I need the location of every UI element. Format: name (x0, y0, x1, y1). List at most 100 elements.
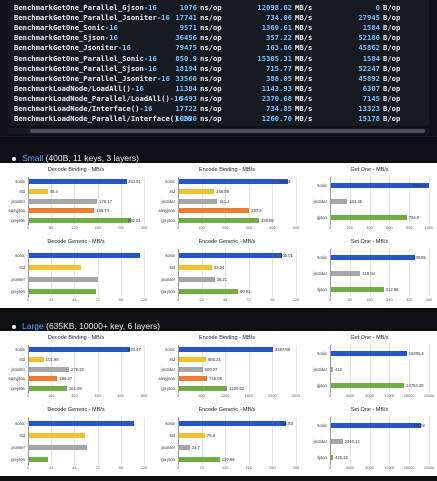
horizontal-scrollbar[interactable] (8, 128, 429, 134)
category-label: jsoniter (11, 276, 26, 282)
x-tick-label: 60 (49, 226, 54, 230)
category-label: go-json (161, 217, 175, 223)
ns-per-op-value: 18194 (175, 63, 197, 73)
benchmark-name: BenchmarkGetOne_Parallel_Jsoniter (14, 73, 157, 83)
category-label: std (169, 188, 175, 194)
terminal-line: BenchmarkGetOne_Parallel_Gjson-16 (14, 3, 157, 12)
x-tick-label: 0 (26, 394, 30, 398)
bar-value-label: 2340.12 (344, 438, 360, 444)
x-tick-label: 320 (71, 394, 78, 398)
x-tick-label: 240 (117, 226, 124, 230)
grid-line (97, 417, 99, 465)
mb-per-s-value: 1260.70 (261, 114, 292, 124)
bar-go-json (179, 456, 220, 462)
benchmark-name: BenchmarkGetOne_Sonic (14, 23, 105, 33)
x-tick-label: 0 (26, 298, 30, 302)
grid-line (369, 417, 371, 465)
terminal-line: BenchmarkLoadNode_Parallel/Interface()-1… (14, 114, 191, 123)
mb-per-s-value: 715.77 (266, 63, 292, 73)
small-section-heading: Small (400B, 11 keys, 3 layers) (12, 153, 139, 163)
x-tick-label: 72 (246, 298, 251, 302)
grid-line (144, 417, 145, 465)
category-label: sonic (165, 252, 175, 258)
x-tick-label: 0 (176, 394, 180, 398)
bytes-per-op-unit: B/op (383, 43, 401, 53)
grid-line (201, 417, 203, 465)
category-label: go-json (11, 288, 25, 294)
bar-jsoniter (179, 444, 190, 450)
bytes-per-op-unit: B/op (383, 3, 401, 12)
bar-value-label: 118.94 (362, 270, 375, 276)
ns-per-op-value: 36456 (175, 33, 197, 43)
terminal-line: BenchmarkLoadNode/LoadAll()-16 (14, 84, 144, 93)
large-section-link[interactable]: Large (22, 321, 44, 331)
bytes-per-op-value: 6307 (362, 83, 380, 93)
grid-line (120, 417, 122, 465)
grid-line (74, 249, 76, 297)
bytes-per-op-unit: B/op (383, 83, 401, 93)
ns-per-op-value: 17741 (175, 13, 197, 23)
category-label: gjson (316, 382, 327, 388)
grid-line (120, 249, 122, 297)
benchmark-suffix: -16 (139, 104, 153, 113)
ns-per-op-unit: ns/op (200, 43, 222, 53)
bytes-per-op-value: 1584 (362, 53, 380, 63)
small-charts-panel: Decode Binding - MB/s 0 60 120 180 240 300 soni… (0, 163, 437, 308)
mb-per-s-value: 734.85 (266, 104, 292, 113)
bytes-per-op-unit: B/op (383, 63, 401, 73)
chart-title: Get One - MB/s (350, 335, 389, 341)
bar-easyjson (29, 208, 95, 214)
x-tick-label: 1000 (424, 226, 434, 230)
category-label: jsoniter (11, 198, 26, 204)
x-tick-label: 24 (199, 298, 204, 302)
x-tick-label: 400 (269, 226, 276, 230)
terminal-panel: BenchmarkGetOne_Parallel_Gjson-16 1076 ns/… (8, 0, 429, 126)
mb-per-s-value: 388.05 (266, 73, 292, 83)
x-tick-label: 800 (406, 226, 413, 230)
bar-value-label: 196.27 (59, 376, 73, 382)
bar-std (179, 356, 206, 362)
bar-std (179, 432, 205, 438)
bytes-per-op-unit: B/op (383, 13, 401, 23)
category-label: sonic (15, 347, 25, 353)
ns-per-op-unit: ns/op (200, 73, 222, 83)
ns-per-op-unit: ns/op (200, 114, 222, 124)
bullet-icon (12, 324, 16, 329)
category-label: jsoniter (313, 198, 328, 204)
bar-value-label: 253.91 (128, 179, 141, 185)
benchmark-name: BenchmarkLoadNode/LoadAll() (14, 83, 131, 93)
chart-title: Encode Generic - MB/s (198, 407, 256, 413)
grid-line (296, 417, 297, 465)
terminal-line: BenchmarkGetOne_Parallel_Jsoniter-16 (14, 74, 170, 83)
grid-line (97, 177, 99, 225)
large-section-heading: Large (635KB, 10000+ key, 6 layers) (12, 321, 160, 331)
x-tick-label: 140 (222, 466, 229, 470)
ns-per-op-unit: ns/op (200, 3, 222, 12)
bytes-per-op-unit: B/op (383, 23, 401, 33)
bar-chart: Set One - MB/s 0 80 160 240 320 400 sonic 339.85… (304, 237, 435, 305)
category-label: go-json (161, 288, 175, 294)
grid-line (296, 249, 297, 297)
bar-easyjson (29, 376, 58, 382)
ns-per-op-unit: ns/op (200, 104, 222, 113)
bytes-per-op-value: 45862 (358, 43, 380, 53)
bar-value-label: 261.69 (68, 385, 82, 391)
scrollbar-thumb[interactable] (30, 129, 425, 133)
category-label: sonic (15, 179, 25, 185)
x-tick-label: 48 (72, 298, 77, 302)
large-charts-panel: Decode Binding - MB/s 0 160 320 480 640 800 son… (0, 331, 437, 476)
small-section-desc: (400B, 11 keys, 3 layers) (43, 153, 140, 163)
bar-value-label: 168.74 (96, 208, 110, 214)
bar-jsoniter (331, 270, 361, 276)
bar-value-label: 212.96 (385, 286, 399, 292)
x-tick-label: 0 (328, 394, 332, 398)
mb-per-s-unit: MB/s (295, 63, 313, 73)
x-tick-label: 0 (26, 226, 30, 230)
bytes-per-op-value: 52180 (358, 33, 380, 43)
small-section-link[interactable]: Small (22, 153, 44, 163)
benchmark-name: BenchmarkLoadNode_Parallel/LoadAll() (14, 93, 170, 103)
x-tick-label: 100 (198, 226, 205, 230)
bar-value-label: 15305.6 (408, 350, 424, 356)
bullet-icon (12, 156, 16, 161)
category-label: go-json (161, 385, 175, 391)
